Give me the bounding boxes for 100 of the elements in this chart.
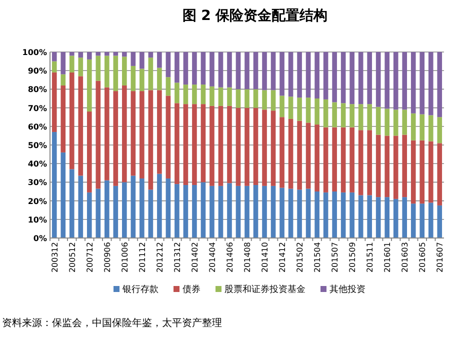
bar	[323, 192, 328, 238]
bar	[104, 52, 110, 56]
bar	[183, 52, 188, 85]
bar	[332, 127, 337, 192]
bar	[297, 120, 302, 190]
bar	[367, 130, 372, 196]
bar	[210, 106, 214, 186]
bar	[236, 52, 241, 90]
bar	[306, 122, 311, 189]
bar	[288, 52, 294, 97]
bar	[420, 204, 425, 238]
bar	[86, 112, 92, 192]
bar	[340, 103, 346, 128]
bar	[227, 52, 232, 88]
bar	[262, 186, 267, 238]
bar	[174, 103, 180, 184]
bar	[358, 195, 364, 238]
bar	[384, 136, 390, 198]
x-tick-label: 200906	[102, 242, 112, 273]
bar	[140, 91, 144, 178]
bar	[183, 84, 188, 104]
bar	[306, 98, 311, 123]
bar	[288, 118, 294, 189]
y-tick-label: 0%	[33, 234, 47, 243]
bar	[96, 56, 101, 81]
bar	[236, 186, 241, 238]
bar	[288, 96, 294, 119]
bar	[113, 186, 118, 238]
bar	[148, 90, 154, 190]
bar	[437, 143, 442, 206]
bar	[253, 184, 258, 238]
bar	[393, 52, 398, 110]
bar	[86, 52, 92, 60]
bar	[218, 106, 224, 186]
bar	[236, 89, 241, 108]
bar	[86, 59, 92, 112]
y-tick-label: 10%	[28, 215, 47, 224]
bar	[428, 141, 434, 203]
bar	[367, 52, 372, 104]
bar	[227, 183, 232, 238]
bar	[104, 56, 110, 88]
x-tick-label: 200312	[50, 242, 60, 273]
y-tick-label: 80%	[28, 85, 47, 94]
bar	[60, 74, 66, 86]
bar	[69, 56, 74, 72]
bar	[69, 52, 74, 56]
y-tick-label: 90%	[28, 66, 47, 76]
bar	[148, 190, 154, 238]
bar	[210, 52, 214, 86]
bar	[358, 104, 364, 130]
bar	[96, 80, 101, 189]
bar	[157, 68, 162, 90]
chart-title: 图 2 保险资金配置结构	[182, 8, 328, 24]
bar	[376, 134, 381, 198]
legend-label: 债券	[182, 284, 200, 295]
x-tick-label: 201112	[138, 242, 147, 273]
bar	[104, 180, 110, 238]
bar	[323, 52, 328, 100]
bar	[437, 52, 442, 118]
bar	[200, 104, 206, 182]
bar	[52, 72, 57, 132]
bar	[192, 184, 197, 238]
bar	[402, 110, 408, 135]
bar	[306, 188, 311, 238]
legend-label: 其他投资	[330, 284, 366, 295]
bar	[428, 202, 434, 238]
x-tick-label: 201312	[172, 242, 182, 273]
bar	[270, 52, 276, 90]
bar	[358, 52, 364, 104]
bar	[270, 186, 276, 238]
x-tick-label: 201511	[366, 242, 375, 273]
bar	[130, 66, 136, 92]
bar	[332, 192, 337, 238]
bar	[332, 52, 337, 102]
bar	[96, 188, 101, 238]
bar	[174, 82, 180, 104]
bar	[122, 182, 127, 238]
bar	[323, 127, 328, 192]
bar	[420, 114, 425, 140]
bar	[236, 108, 241, 186]
bar	[410, 52, 416, 114]
bar	[200, 182, 206, 238]
x-tick-label: 201402	[190, 242, 200, 273]
bar	[78, 58, 84, 76]
x-tick-label: 201507	[330, 242, 340, 273]
bar	[314, 124, 320, 192]
bar	[244, 89, 250, 108]
bar	[350, 104, 354, 128]
y-tick-label: 50%	[28, 141, 47, 150]
bar	[288, 188, 294, 238]
y-tick-label: 60%	[28, 122, 47, 132]
bar	[420, 140, 425, 204]
bar	[104, 87, 110, 180]
bar	[60, 152, 66, 238]
bar	[140, 52, 144, 69]
bar	[78, 176, 84, 238]
bar	[384, 197, 390, 238]
bar	[410, 140, 416, 204]
bar	[166, 52, 171, 78]
bar	[437, 117, 442, 144]
